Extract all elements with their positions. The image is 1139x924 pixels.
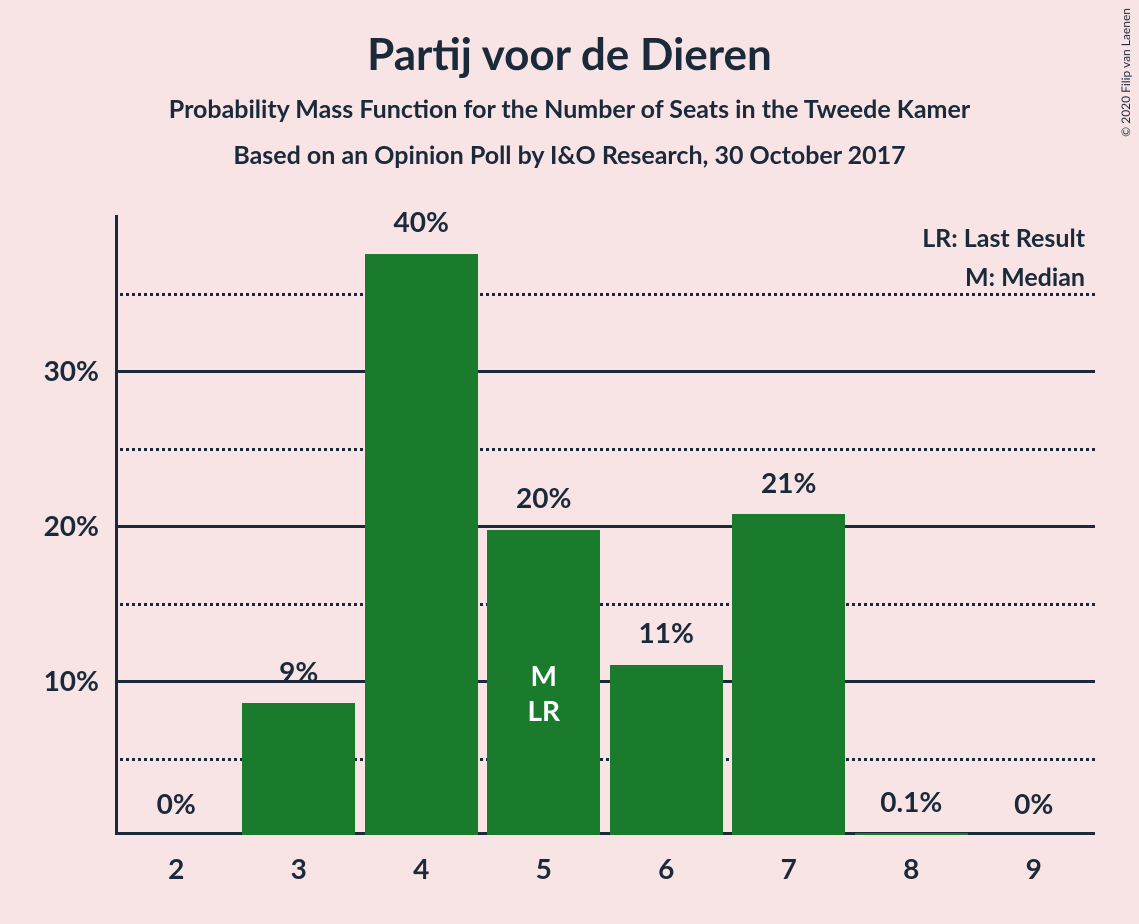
- bar: [242, 703, 355, 835]
- xtick-label: 5: [536, 851, 552, 885]
- chart-title: Partij voor de Dieren: [0, 0, 1139, 80]
- bar-value-label: 40%: [394, 204, 449, 238]
- bar-value-label: 11%: [639, 615, 694, 649]
- legend: LR: Last Result M: Median: [922, 219, 1085, 297]
- ytick-label: 10%: [44, 663, 99, 697]
- bar-slot: 40%4: [360, 215, 483, 835]
- bar-value-label: 21%: [761, 465, 816, 499]
- ytick-label: 20%: [44, 508, 99, 542]
- bar-slot: 11%6: [605, 215, 728, 835]
- bar-value-label: 0%: [157, 786, 196, 820]
- bar-value-label: 9%: [279, 654, 318, 688]
- bar-slot: 0.1%8: [850, 215, 973, 835]
- bar-slot: 20%MLR5: [483, 215, 606, 835]
- xtick-label: 6: [658, 851, 674, 885]
- bar-median-label: MLR: [527, 658, 560, 728]
- xtick-label: 7: [781, 851, 797, 885]
- bar: [855, 833, 968, 835]
- bars-container: 0%29%340%420%MLR511%621%70.1%80%9: [115, 215, 1095, 835]
- copyright-text: © 2020 Filip van Laenen: [1118, 8, 1133, 137]
- legend-m: M: Median: [922, 258, 1085, 297]
- bar-value-label: 0%: [1014, 786, 1053, 820]
- bar-slot: 0%2: [115, 215, 238, 835]
- bar-value-label: 0.1%: [880, 784, 942, 818]
- bar: [610, 665, 723, 836]
- xtick-label: 2: [168, 851, 184, 885]
- chart-subtitle-2: Based on an Opinion Poll by I&O Research…: [0, 140, 1139, 170]
- chart-plot-area: 10%20%30% 0%29%340%420%MLR511%621%70.1%8…: [115, 215, 1095, 835]
- bar-slot: 21%7: [728, 215, 851, 835]
- bar-value-label: 20%: [516, 480, 571, 514]
- ytick-label: 30%: [44, 353, 99, 387]
- legend-lr: LR: Last Result: [922, 219, 1085, 258]
- chart-subtitle-1: Probability Mass Function for the Number…: [0, 94, 1139, 124]
- bar-slot: 0%9: [973, 215, 1096, 835]
- bar: [732, 514, 845, 835]
- xtick-label: 4: [413, 851, 429, 885]
- xtick-label: 9: [1026, 851, 1042, 885]
- bar: [365, 254, 478, 835]
- xtick-label: 3: [291, 851, 307, 885]
- xtick-label: 8: [903, 851, 919, 885]
- bar-slot: 9%3: [238, 215, 361, 835]
